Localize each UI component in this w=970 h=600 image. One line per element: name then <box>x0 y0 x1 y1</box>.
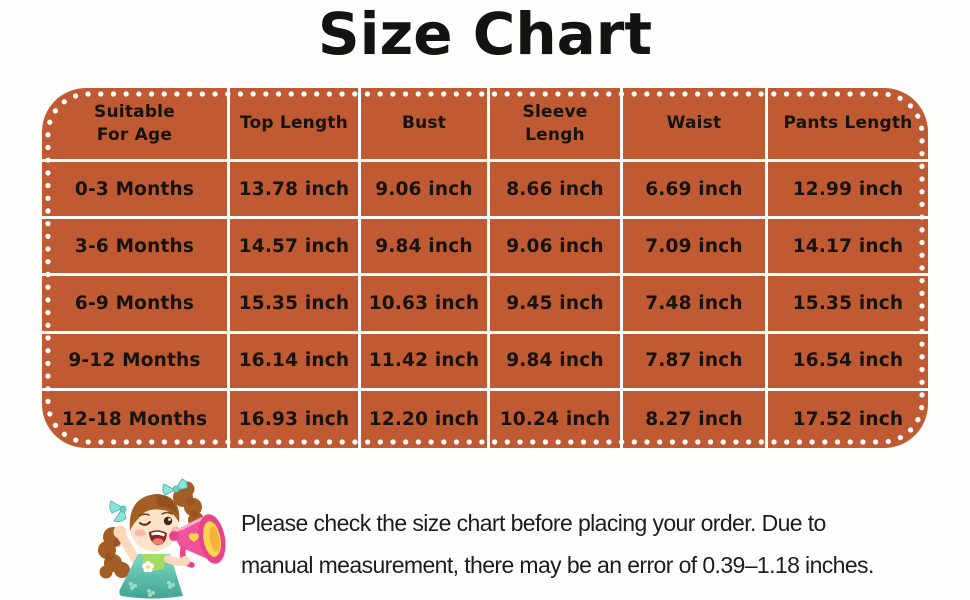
note-line-2: manual measurement, there may be an erro… <box>241 552 874 578</box>
header-suitable-for-age: Suitable For Age <box>42 88 230 162</box>
table-cell: 16.93 inch <box>230 390 361 448</box>
table-cell: 8.66 inch <box>490 162 623 220</box>
header-pants-length: Pants Length <box>768 88 928 162</box>
table-cell: 16.14 inch <box>230 333 361 391</box>
page-title: Size Chart <box>317 0 653 68</box>
table-cell: 17.52 inch <box>792 408 904 430</box>
table-cell: 12.20 inch <box>361 390 490 448</box>
table-cell: 7.09 inch <box>623 219 768 277</box>
table-cell: 6.69 inch <box>623 162 768 220</box>
megaphone <box>169 514 226 568</box>
girl-with-megaphone-illustration <box>98 478 226 599</box>
heart-icon <box>188 532 200 542</box>
table-cell: 9.84 inch <box>490 333 623 391</box>
table-cell: 15.35 inch <box>230 276 361 334</box>
table-cell: 7.48 inch <box>623 276 768 334</box>
table-cell: 16.54 inch <box>768 334 928 391</box>
table-cell: 9.45 inch <box>490 276 623 334</box>
header-waist: Waist <box>623 88 768 162</box>
header-top-length: Top Length <box>230 88 361 162</box>
table-cell: 13.78 inch <box>230 162 361 220</box>
table-cell: 8.27 inch <box>623 390 768 448</box>
age-cell: 3-6 Months <box>42 219 230 277</box>
table-cell: 9.06 inch <box>361 162 490 220</box>
hair-bows <box>109 478 188 523</box>
wink-eye <box>139 521 151 526</box>
table-cell: 10.63 inch <box>361 276 490 334</box>
table-cell: 14.17 inch <box>768 219 928 277</box>
header-bust: Bust <box>361 88 490 162</box>
age-cell: 0-3 Months <box>42 162 230 220</box>
table-cell: 9.84 inch <box>361 219 490 277</box>
table-cell: 14.57 inch <box>230 219 361 277</box>
age-cell: 6-9 Months <box>42 276 230 334</box>
flower <box>142 560 154 573</box>
size-chart-table: Suitable For Age Top Length Bust Sleeve … <box>42 88 928 448</box>
header-sleeve-lengh: Sleeve Lengh <box>490 88 623 162</box>
table-cell: 11.42 inch <box>361 333 490 391</box>
table-cell: 9.06 inch <box>490 219 623 277</box>
open-eye <box>163 516 173 526</box>
table-cell: 15.35 inch <box>768 276 928 334</box>
age-cell: 9-12 Months <box>42 333 230 391</box>
size-chart-grid: Suitable For Age Top Length Bust Sleeve … <box>42 88 928 448</box>
table-cell: 12.99 inch <box>768 162 928 220</box>
table-cell: 7.87 inch <box>623 333 768 391</box>
table-cell: 10.24 inch <box>490 390 623 448</box>
age-cell: 12-18 Months <box>42 390 230 448</box>
note-line-1: Please check the size chart before placi… <box>241 510 826 536</box>
